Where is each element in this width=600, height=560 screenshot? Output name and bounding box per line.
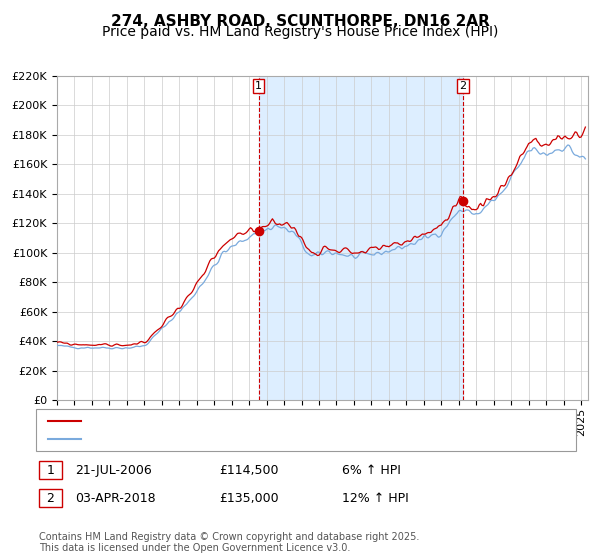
- Text: 6% ↑ HPI: 6% ↑ HPI: [342, 464, 401, 477]
- Text: £114,500: £114,500: [219, 464, 278, 477]
- Bar: [259, 76, 463, 400]
- Text: Contains HM Land Registry data © Crown copyright and database right 2025.
This d: Contains HM Land Registry data © Crown c…: [39, 531, 419, 553]
- Text: Price paid vs. HM Land Registry's House Price Index (HPI): Price paid vs. HM Land Registry's House …: [102, 25, 498, 39]
- Text: 1: 1: [46, 464, 55, 477]
- Text: 2: 2: [46, 492, 55, 505]
- Text: 12% ↑ HPI: 12% ↑ HPI: [342, 492, 409, 505]
- Text: £135,000: £135,000: [219, 492, 278, 505]
- Text: HPI: Average price, semi-detached house, North Lincolnshire: HPI: Average price, semi-detached house,…: [88, 432, 447, 446]
- Text: 2: 2: [460, 81, 467, 91]
- Text: 21-JUL-2006: 21-JUL-2006: [75, 464, 152, 477]
- Text: 1: 1: [255, 81, 262, 91]
- Text: 03-APR-2018: 03-APR-2018: [75, 492, 155, 505]
- Text: 274, ASHBY ROAD, SCUNTHORPE, DN16 2AR: 274, ASHBY ROAD, SCUNTHORPE, DN16 2AR: [110, 14, 490, 29]
- Text: 274, ASHBY ROAD, SCUNTHORPE, DN16 2AR (semi-detached house): 274, ASHBY ROAD, SCUNTHORPE, DN16 2AR (s…: [88, 414, 491, 427]
